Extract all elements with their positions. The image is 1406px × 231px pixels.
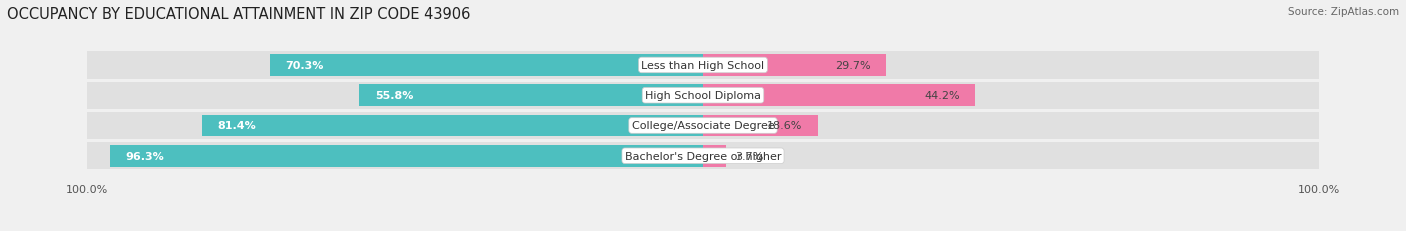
Text: 3.7%: 3.7% <box>735 151 763 161</box>
Bar <box>201 115 703 137</box>
Text: College/Associate Degree: College/Associate Degree <box>631 121 775 131</box>
Bar <box>87 52 1319 79</box>
Text: 96.3%: 96.3% <box>125 151 165 161</box>
Text: Less than High School: Less than High School <box>641 61 765 71</box>
Text: 18.6%: 18.6% <box>766 121 803 131</box>
Bar <box>360 85 703 107</box>
Bar <box>87 82 1319 109</box>
Text: Bachelor's Degree or higher: Bachelor's Degree or higher <box>624 151 782 161</box>
Text: 81.4%: 81.4% <box>217 121 256 131</box>
Text: 29.7%: 29.7% <box>835 61 870 71</box>
Text: 44.2%: 44.2% <box>924 91 960 101</box>
Text: High School Diploma: High School Diploma <box>645 91 761 101</box>
Text: 55.8%: 55.8% <box>374 91 413 101</box>
Bar <box>110 145 703 167</box>
Bar <box>703 115 817 137</box>
Text: 70.3%: 70.3% <box>285 61 323 71</box>
Bar <box>87 143 1319 170</box>
Text: Source: ZipAtlas.com: Source: ZipAtlas.com <box>1288 7 1399 17</box>
Text: OCCUPANCY BY EDUCATIONAL ATTAINMENT IN ZIP CODE 43906: OCCUPANCY BY EDUCATIONAL ATTAINMENT IN Z… <box>7 7 471 22</box>
Bar <box>703 55 886 76</box>
Bar <box>270 55 703 76</box>
Bar <box>87 112 1319 140</box>
Bar <box>703 145 725 167</box>
Bar <box>703 85 976 107</box>
